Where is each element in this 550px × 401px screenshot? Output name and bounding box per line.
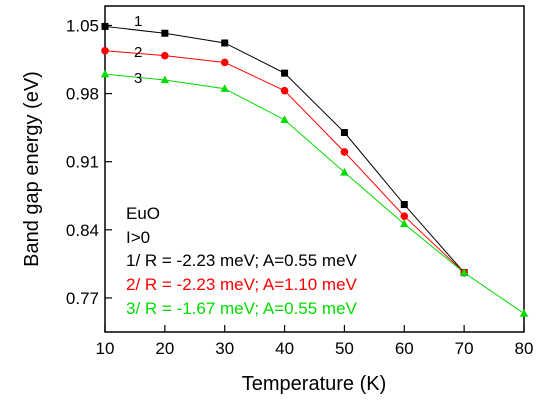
series-1-point bbox=[221, 39, 229, 47]
series-label-2: 2 bbox=[134, 44, 142, 61]
series-2-point bbox=[400, 212, 409, 220]
series-3-point bbox=[340, 167, 349, 176]
series-2-point bbox=[161, 51, 169, 60]
series-3-line bbox=[104, 73, 525, 314]
series-3-point bbox=[400, 219, 409, 228]
series-1-line bbox=[104, 25, 465, 273]
series-1-point bbox=[101, 22, 109, 30]
y-tick-label: 0.84 bbox=[66, 221, 99, 240]
series-3-point bbox=[100, 69, 110, 78]
x-axis-title: Temperature (K) bbox=[242, 373, 387, 395]
series-1-point bbox=[281, 69, 289, 77]
series-1-point bbox=[400, 201, 408, 209]
x-tick-label: 40 bbox=[275, 339, 294, 358]
series-3-point bbox=[459, 268, 469, 276]
series-markers bbox=[100, 22, 529, 317]
annotation-series-2: 2/ R = -2.23 meV; A=1.10 meV bbox=[126, 275, 358, 294]
x-tick-label: 30 bbox=[215, 339, 234, 358]
x-tick-label: 10 bbox=[96, 339, 115, 358]
x-tick-label: 60 bbox=[395, 339, 414, 358]
x-tick-label: 80 bbox=[515, 339, 534, 358]
x-tick-label: 50 bbox=[335, 339, 354, 358]
series-1-point bbox=[161, 29, 169, 37]
series-3-point bbox=[519, 309, 529, 317]
y-tick-label: 0.91 bbox=[66, 153, 99, 172]
annotation-series-3: 3/ R = -1.67 meV; A=0.55 meV bbox=[126, 299, 358, 318]
series-3-point bbox=[160, 75, 170, 84]
annotation-series-1: 1/ R = -2.23 meV; A=0.55 meV bbox=[126, 251, 358, 270]
series-label-3: 3 bbox=[134, 70, 142, 87]
y-tick-label: 0.77 bbox=[66, 289, 99, 308]
series-2-point bbox=[280, 86, 289, 95]
series-3-point bbox=[220, 84, 229, 92]
series-2-point bbox=[340, 148, 349, 156]
annotation-condition: I>0 bbox=[126, 228, 150, 247]
y-axis-title: Band gap energy (eV) bbox=[21, 71, 43, 267]
plot-frame bbox=[104, 5, 525, 333]
series-2-point bbox=[101, 46, 109, 55]
x-tick-label: 70 bbox=[455, 339, 474, 358]
series-2-point bbox=[220, 58, 229, 67]
series-1-point bbox=[340, 129, 348, 137]
annotation-material: EuO bbox=[126, 204, 160, 223]
y-tick-label: 0.98 bbox=[66, 85, 99, 104]
series-2-line bbox=[104, 50, 465, 274]
series-3-point bbox=[280, 115, 289, 124]
y-tick-label: 1.05 bbox=[66, 16, 99, 35]
x-tick-label: 20 bbox=[155, 339, 174, 358]
series-label-1: 1 bbox=[134, 13, 142, 30]
